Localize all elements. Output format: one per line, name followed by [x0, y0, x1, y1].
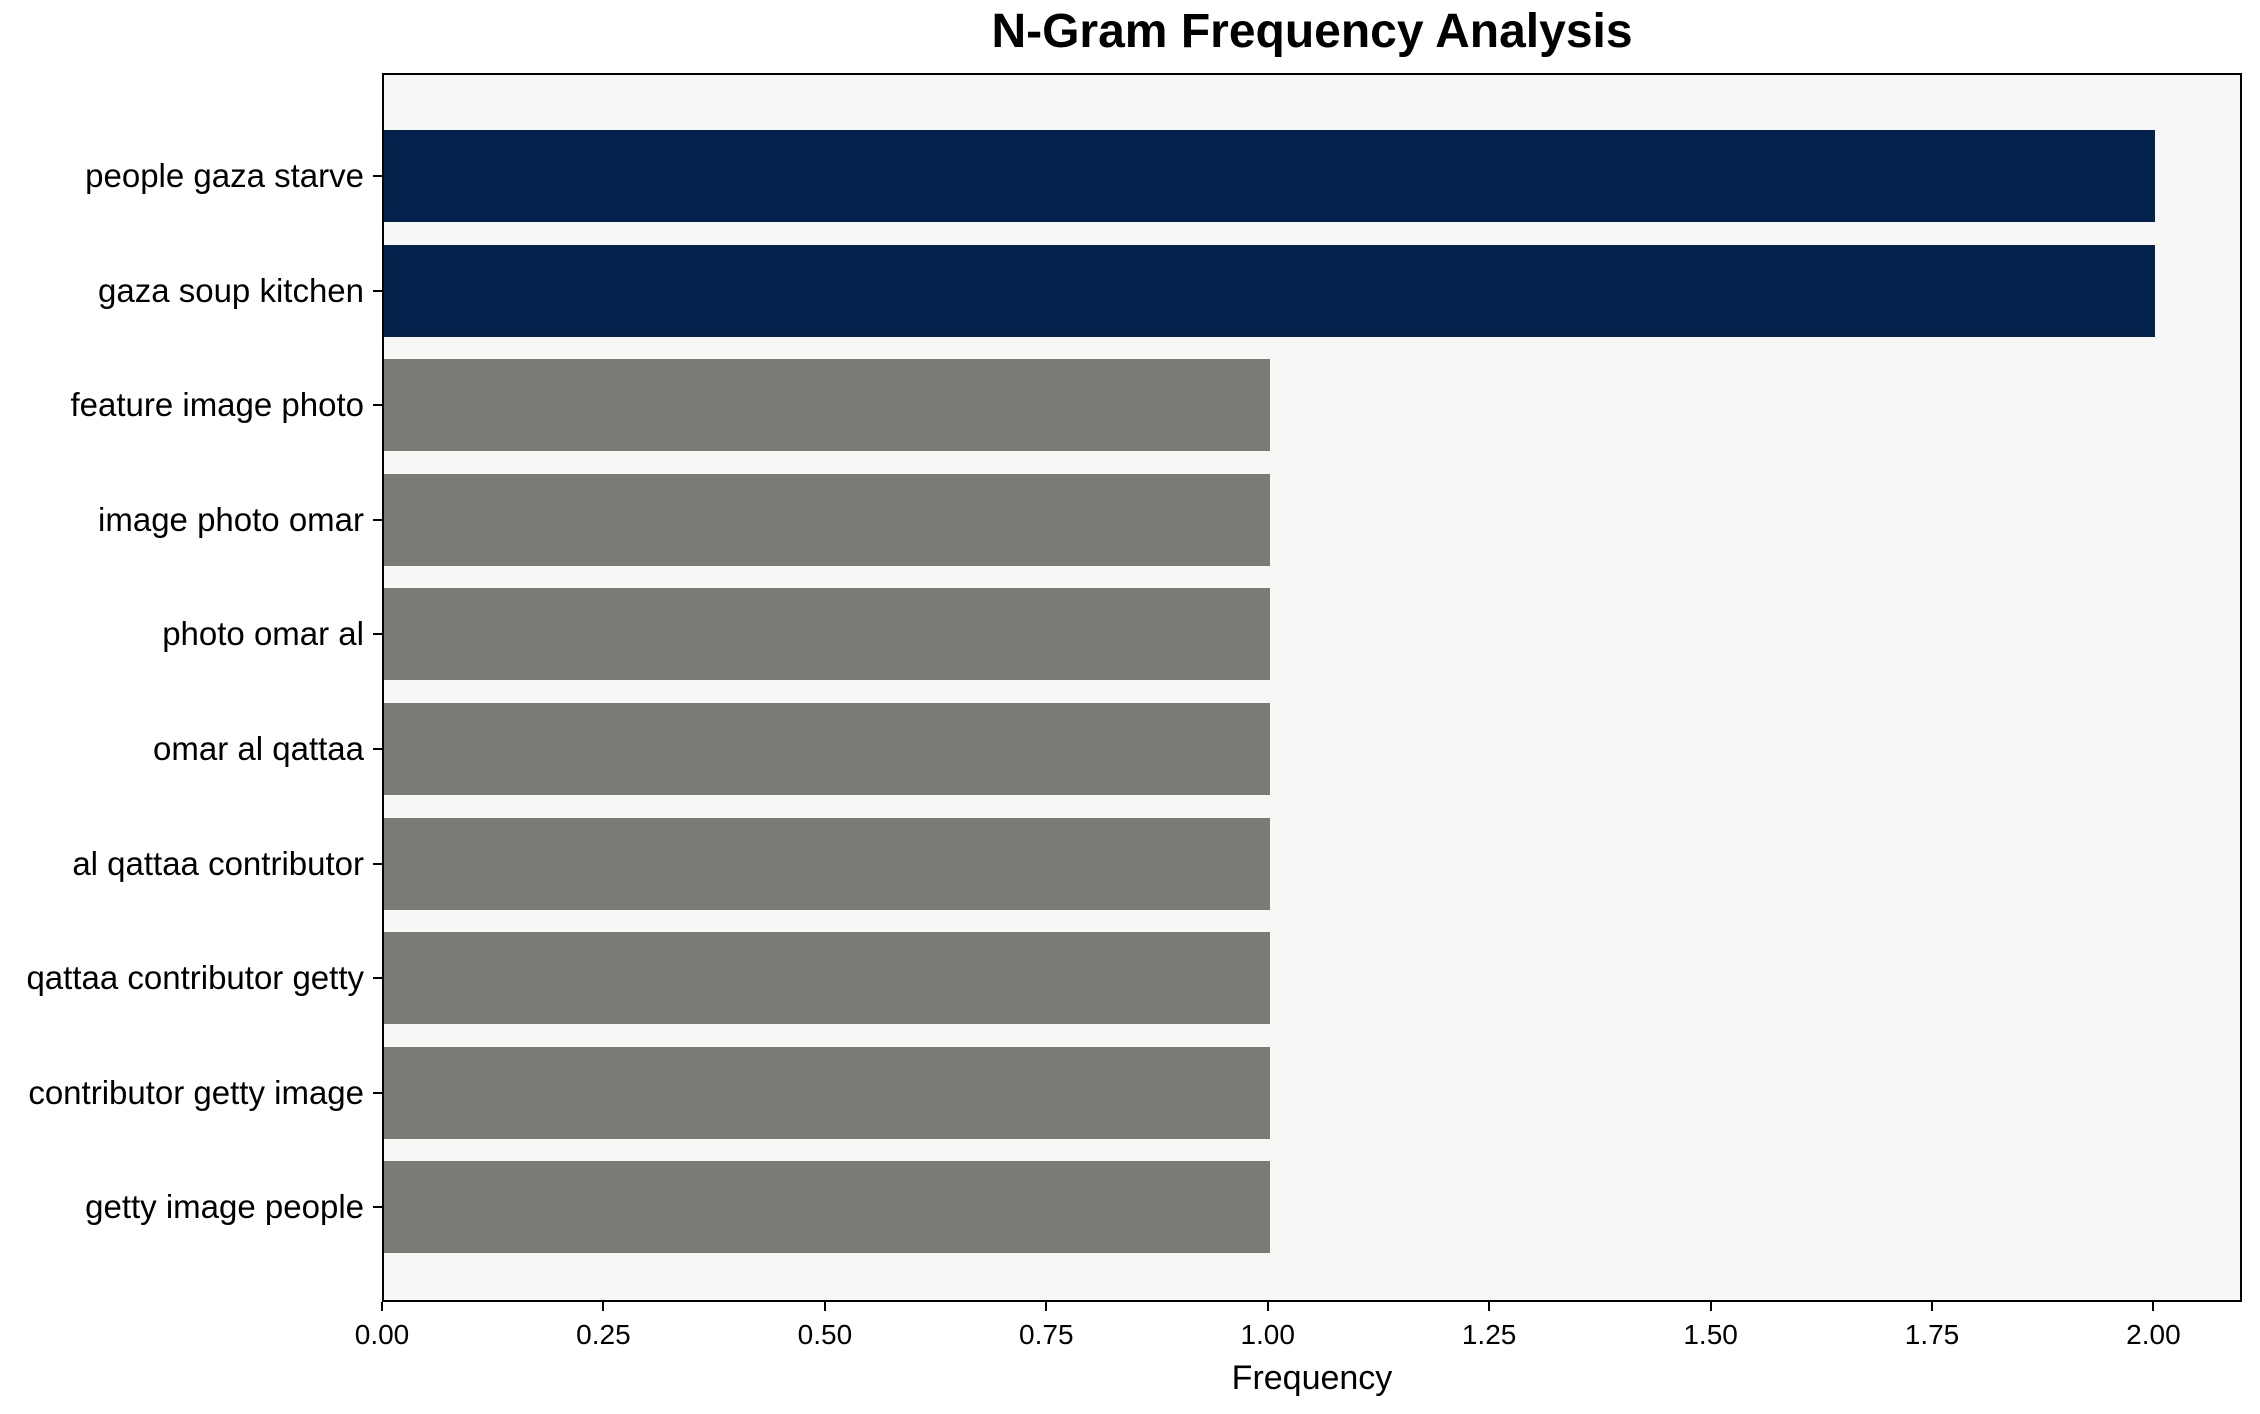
x-tick-mark: [2152, 1302, 2155, 1311]
chart-title: N-Gram Frequency Analysis: [991, 5, 1633, 58]
bar-al-qattaa-contributor: [384, 817, 1270, 910]
y-tick-mark: [373, 175, 382, 177]
y-tick-mark: [373, 518, 382, 521]
bar-contributor-getty-image: [384, 1046, 1270, 1139]
x-tick-mark: [1488, 1302, 1491, 1311]
x-tick-label: 0.00: [354, 1319, 410, 1350]
x-tick-mark: [1266, 1302, 1269, 1311]
y-tick-label: feature image photo: [70, 386, 364, 424]
x-tick-label: 0.50: [797, 1319, 853, 1350]
x-tick-mark: [1709, 1302, 1712, 1311]
y-tick-label: qattaa contributor getty: [26, 959, 364, 997]
y-tick-label: getty image people: [85, 1188, 364, 1226]
x-axis-label: Frequency: [1231, 1359, 1393, 1397]
y-tick-mark: [373, 289, 382, 292]
x-tick-mark: [602, 1302, 605, 1311]
bar-photo-omar-al: [384, 588, 1270, 681]
y-tick-label: photo omar al: [162, 615, 364, 653]
y-tick-label: gaza soup kitchen: [97, 271, 364, 309]
bar-image-photo-omar: [384, 473, 1270, 566]
bar-people-gaza-starve: [384, 130, 2156, 222]
x-tick-label: 0.75: [1019, 1319, 1074, 1350]
x-tick-label: 1.00: [1240, 1319, 1295, 1350]
x-tick-mark: [823, 1302, 826, 1311]
y-tick-label: al qattaa contributor: [72, 844, 364, 882]
bar-omar-al-qattaa: [384, 703, 1270, 795]
y-tick-label: contributor getty image: [28, 1073, 364, 1111]
bar-qattaa-contributor-getty: [384, 932, 1270, 1025]
x-tick-mark: [1045, 1302, 1048, 1311]
y-tick-mark: [373, 977, 382, 980]
y-tick-mark: [373, 862, 382, 865]
y-tick-mark: [373, 1206, 382, 1209]
x-tick-label: 0.25: [576, 1319, 631, 1350]
y-tick-label: image photo omar: [98, 500, 364, 538]
x-tick-mark: [1931, 1302, 1933, 1311]
x-tick-mark: [381, 1302, 383, 1311]
bar-gaza-soup-kitchen: [384, 244, 2156, 337]
x-tick-label: 1.50: [1683, 1319, 1738, 1350]
x-tick-label: 1.25: [1461, 1319, 1517, 1350]
x-tick-label: 1.75: [1904, 1319, 1960, 1350]
bar-getty-image-people: [384, 1161, 1270, 1254]
y-tick-label: omar al qattaa: [153, 730, 364, 767]
x-tick-label: 2.00: [2126, 1319, 2181, 1350]
bar-feature-image-photo: [384, 359, 1270, 452]
plot-area: [382, 73, 2242, 1302]
y-tick-mark: [373, 404, 382, 407]
y-tick-mark: [373, 748, 382, 750]
y-tick-label: people gaza starve: [85, 157, 364, 194]
y-tick-mark: [373, 633, 382, 636]
y-tick-mark: [373, 1091, 382, 1094]
